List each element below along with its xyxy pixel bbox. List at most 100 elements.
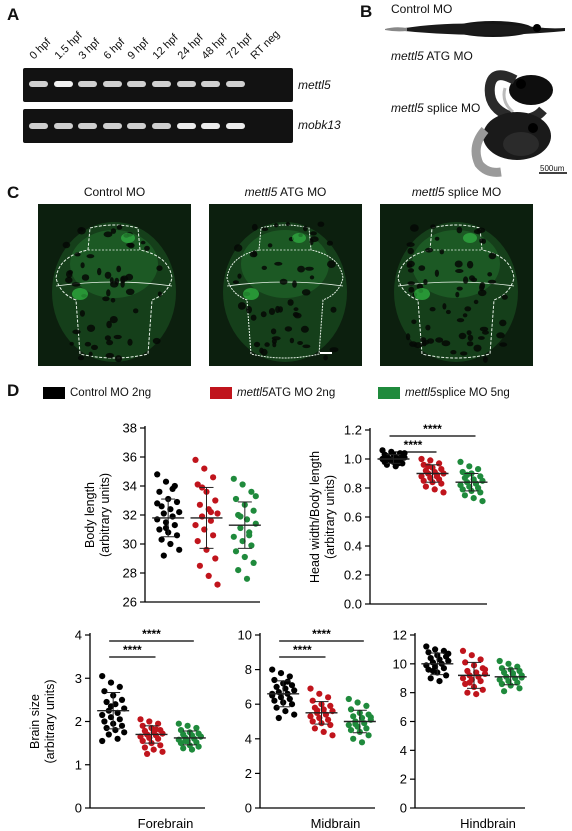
data-point — [197, 733, 204, 740]
data-point — [325, 694, 332, 701]
data-point — [352, 721, 359, 728]
y-tick-label: 8 — [400, 685, 407, 700]
y-tick-label: 4 — [400, 743, 407, 758]
pigment-dot — [464, 306, 472, 312]
pigment-dot — [91, 344, 98, 350]
pigment-dot — [261, 227, 269, 232]
legend-swatch-atg — [210, 387, 232, 399]
pigment-dot — [292, 312, 299, 317]
pigment-dot — [309, 275, 315, 280]
data-point — [291, 687, 298, 694]
pigment-dot — [408, 286, 415, 293]
data-point — [171, 522, 178, 529]
pigment-dot — [297, 265, 305, 273]
data-point — [193, 724, 200, 732]
pigment-dot — [103, 231, 113, 238]
y-tick-label: 1 — [75, 757, 82, 772]
y-tick-label: 10 — [238, 628, 252, 643]
data-point — [194, 481, 201, 488]
gene-label-mobk13: mobk13 — [298, 118, 341, 132]
pigment-dot — [110, 281, 119, 288]
pigment-dot — [97, 267, 102, 276]
gel-band — [127, 123, 147, 129]
pigment-dot — [445, 309, 451, 315]
panel-label-b: B — [360, 2, 373, 21]
data-point — [99, 711, 106, 719]
legend-item-atg: mettl5 ATG MO 2ng — [210, 387, 335, 399]
data-point — [309, 697, 316, 704]
data-point — [173, 532, 181, 539]
data-point — [514, 679, 521, 686]
pigment-dot — [267, 243, 273, 248]
data-point — [307, 713, 314, 720]
legend-item-control: Control MO 2ng — [43, 387, 151, 399]
data-point — [230, 533, 237, 540]
y-tick-label: 0.0 — [344, 597, 362, 612]
data-point — [316, 690, 323, 697]
data-point — [152, 726, 159, 733]
data-point — [422, 483, 429, 490]
data-point — [464, 689, 471, 696]
y-tick-label: 2 — [245, 766, 252, 781]
micro-title-splice: mettl5 splice MO — [411, 185, 502, 199]
data-point — [207, 517, 214, 524]
data-point — [232, 548, 240, 555]
data-point — [473, 691, 480, 698]
data-point — [365, 732, 372, 739]
gel-band — [225, 123, 245, 129]
data-point — [188, 746, 196, 753]
pigment-dot — [271, 336, 281, 341]
pigment-dot — [481, 238, 486, 244]
data-point — [196, 562, 203, 569]
significance-label: **** — [123, 643, 142, 657]
data-point — [250, 507, 257, 514]
data-point — [169, 485, 176, 492]
data-point — [230, 475, 237, 482]
pigment-dot — [439, 249, 444, 255]
embryo-label-atg: mettl5 ATG MO — [391, 49, 473, 63]
pigment-dot — [406, 242, 415, 248]
data-point — [180, 745, 187, 752]
data-point — [116, 683, 123, 691]
pigment-dot — [429, 307, 436, 312]
data-point — [329, 732, 336, 739]
y-tick-label: 30 — [123, 537, 137, 552]
data-point — [325, 716, 332, 723]
pigment-dot — [467, 334, 474, 342]
gel-band — [127, 81, 147, 87]
pigment-dot — [473, 229, 482, 234]
data-point — [327, 702, 334, 710]
pigment-dot — [310, 231, 317, 236]
data-point — [212, 555, 219, 562]
gel-band — [29, 81, 48, 87]
data-point — [470, 495, 477, 502]
pigment-dot — [106, 320, 112, 329]
data-point — [429, 667, 436, 675]
data-point — [144, 750, 151, 758]
data-point — [205, 572, 212, 580]
data-point — [307, 685, 314, 692]
fluorescent-spot — [414, 288, 430, 300]
y-tick-label: 0 — [75, 801, 82, 816]
data-point — [468, 652, 475, 659]
data-point — [425, 463, 432, 470]
pigment-dot — [62, 241, 71, 249]
data-point — [196, 501, 203, 508]
pigment-dot — [261, 265, 267, 270]
pigment-dot — [454, 260, 463, 268]
y-tick-label: 0.4 — [344, 539, 362, 554]
data-point — [137, 716, 144, 723]
y-tick-label: 12 — [393, 628, 407, 643]
data-point — [347, 706, 355, 713]
pigment-dot — [268, 308, 276, 315]
y-tick-label: 6 — [400, 714, 407, 729]
data-point — [457, 458, 464, 465]
pigment-dot — [275, 305, 281, 314]
pigment-dot — [86, 324, 96, 332]
pigment-dot — [65, 277, 73, 284]
data-point — [105, 731, 112, 738]
pigment-dot — [407, 268, 415, 273]
data-point — [314, 707, 321, 714]
y-tick-label: 1.0 — [344, 452, 362, 467]
data-point — [182, 737, 189, 745]
